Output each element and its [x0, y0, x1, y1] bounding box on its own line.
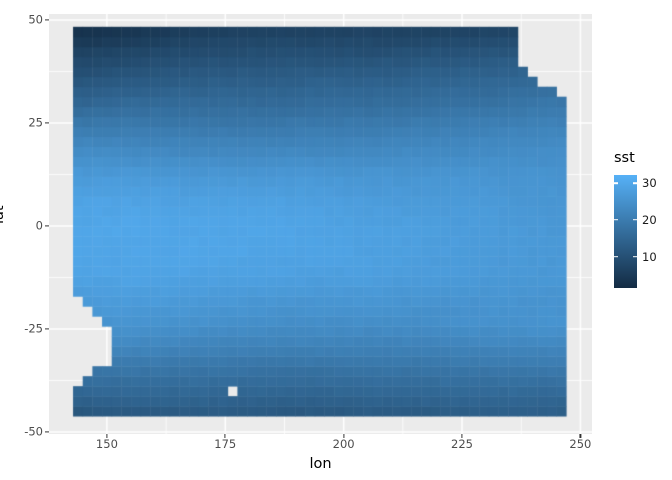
y-tick-label: 25	[28, 115, 43, 130]
y-tick-label: 50	[28, 12, 43, 27]
y-axis-tick-mark	[45, 431, 49, 433]
legend-tick-mark	[633, 219, 637, 221]
y-tick-label: 0	[35, 218, 43, 233]
x-tick-label: 175	[214, 437, 237, 451]
heatmap-panel	[49, 14, 592, 434]
legend-tick-mark	[614, 255, 618, 258]
legend-tick-label: 30	[642, 176, 657, 191]
legend-tick-mark	[633, 182, 637, 184]
x-axis-tick-mark	[224, 434, 226, 438]
legend: sst 30 20 10	[606, 146, 672, 306]
x-axis-title: lon	[309, 456, 332, 472]
y-axis-tick-mark	[45, 225, 49, 227]
legend-tick-label: 20	[642, 212, 657, 227]
x-axis-tick-mark	[343, 434, 345, 438]
x-tick-label: 250	[569, 437, 592, 451]
x-axis-tick-mark	[461, 434, 463, 438]
y-tick-label: -25	[24, 321, 43, 336]
y-axis-title: lat	[0, 205, 7, 224]
legend-colorbar	[614, 175, 637, 288]
legend-tick-label: 10	[642, 249, 657, 264]
x-axis-tick-mark	[579, 434, 581, 438]
legend-title: sst	[614, 150, 635, 166]
y-tick-label: -50	[24, 424, 43, 439]
legend-tick-mark	[614, 219, 618, 221]
legend-tick-mark	[614, 182, 618, 184]
y-axis-tick-mark	[45, 328, 49, 330]
x-tick-label: 200	[332, 437, 355, 451]
x-tick-label: 225	[451, 437, 473, 451]
x-tick-label: 150	[95, 437, 118, 451]
y-axis-tick-mark	[45, 122, 49, 124]
y-axis-tick-mark	[45, 19, 49, 21]
legend-tick-mark	[633, 255, 637, 258]
x-axis-tick-mark	[106, 434, 108, 438]
